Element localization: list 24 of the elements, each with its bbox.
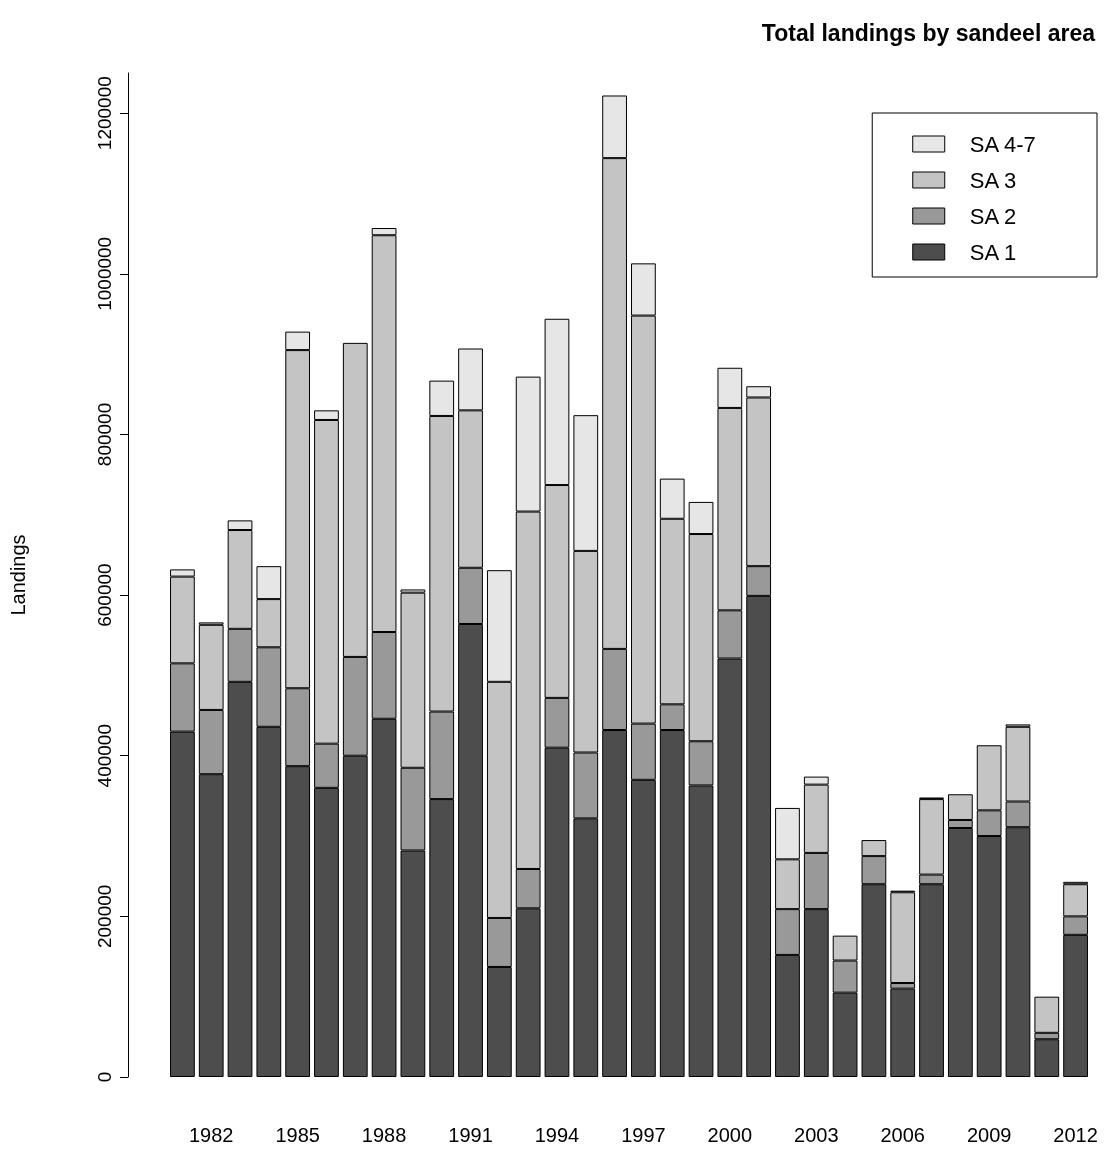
x-tick-label: 1991: [448, 1124, 493, 1146]
chart-title: Total landings by sandeel area: [761, 19, 1096, 46]
y-tick-label: 600000: [94, 563, 115, 627]
y-tick-label: 800000: [94, 402, 115, 467]
x-tick-label: 2012: [1053, 1124, 1098, 1146]
x-tick-label: 2009: [966, 1124, 1012, 1146]
y-tick-label: 1000000: [94, 236, 115, 311]
x-tick-label: 1994: [534, 1124, 580, 1146]
y-tick-label: 0: [94, 1071, 115, 1083]
x-tick-label: 2003: [794, 1124, 839, 1146]
y-tick-label: 1200000: [94, 76, 115, 151]
y-tick-label: 400000: [94, 724, 115, 788]
x-tick-label: 1988: [361, 1124, 407, 1146]
x-tick-label: 1982: [188, 1124, 234, 1146]
y-tick-label: 200000: [94, 884, 115, 949]
x-tick-label: 1997: [621, 1124, 666, 1146]
legend-label: SA 2: [969, 203, 1017, 229]
x-tick-label: 1985: [275, 1124, 320, 1146]
y-axis-title: Landings: [7, 534, 29, 616]
legend-label: SA 3: [969, 167, 1017, 193]
legend-label: SA 1: [969, 239, 1017, 265]
x-tick-label: 2006: [880, 1124, 925, 1146]
legend-label: SA 4-7: [969, 131, 1036, 157]
x-tick-label: 2000: [707, 1124, 753, 1146]
